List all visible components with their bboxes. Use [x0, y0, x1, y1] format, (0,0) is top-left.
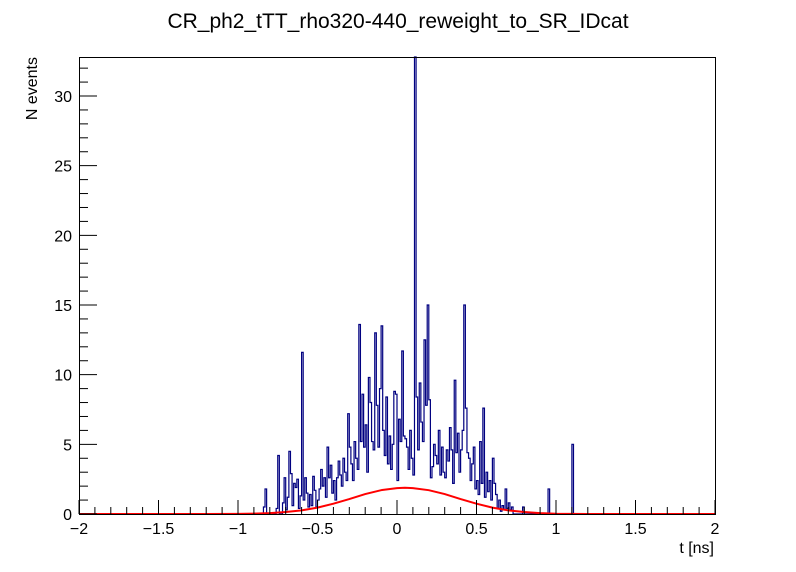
x-tick-label: 1.5 — [624, 521, 646, 538]
x-tick-label: −1.5 — [143, 521, 175, 538]
x-tick-label: 0.5 — [465, 521, 487, 538]
y-axis-label: N events — [24, 57, 41, 120]
y-tick-label: 10 — [54, 368, 72, 385]
y-tick-label: 30 — [54, 89, 72, 106]
data-layer — [79, 56, 715, 515]
histogram-step-line — [79, 56, 715, 515]
fit-curve — [79, 486, 715, 515]
x-tick-label: 2 — [711, 521, 720, 538]
plot-frame — [79, 57, 716, 515]
x-tick-label: −2 — [70, 521, 88, 538]
x-axis-label: t [ns] — [679, 540, 714, 557]
y-tick-label: 15 — [54, 298, 72, 315]
x-axis: −2 −1.5 −1 −0.5 0 0.5 1 1.5 2 — [70, 500, 720, 538]
x-tick-label: 0 — [393, 521, 402, 538]
x-tick-label: −0.5 — [302, 521, 334, 538]
y-tick-label: 20 — [54, 228, 72, 245]
chart-title: CR_ph2_tTT_rho320-440_reweight_to_SR_IDc… — [167, 10, 628, 33]
x-tick-label: −1 — [229, 521, 247, 538]
x-tick-label: 1 — [552, 521, 561, 538]
y-axis: 0 5 10 15 20 25 30 — [54, 67, 97, 524]
y-tick-label: 5 — [63, 437, 72, 454]
y-tick-label: 25 — [54, 159, 72, 176]
y-tick-label: 0 — [63, 507, 72, 524]
